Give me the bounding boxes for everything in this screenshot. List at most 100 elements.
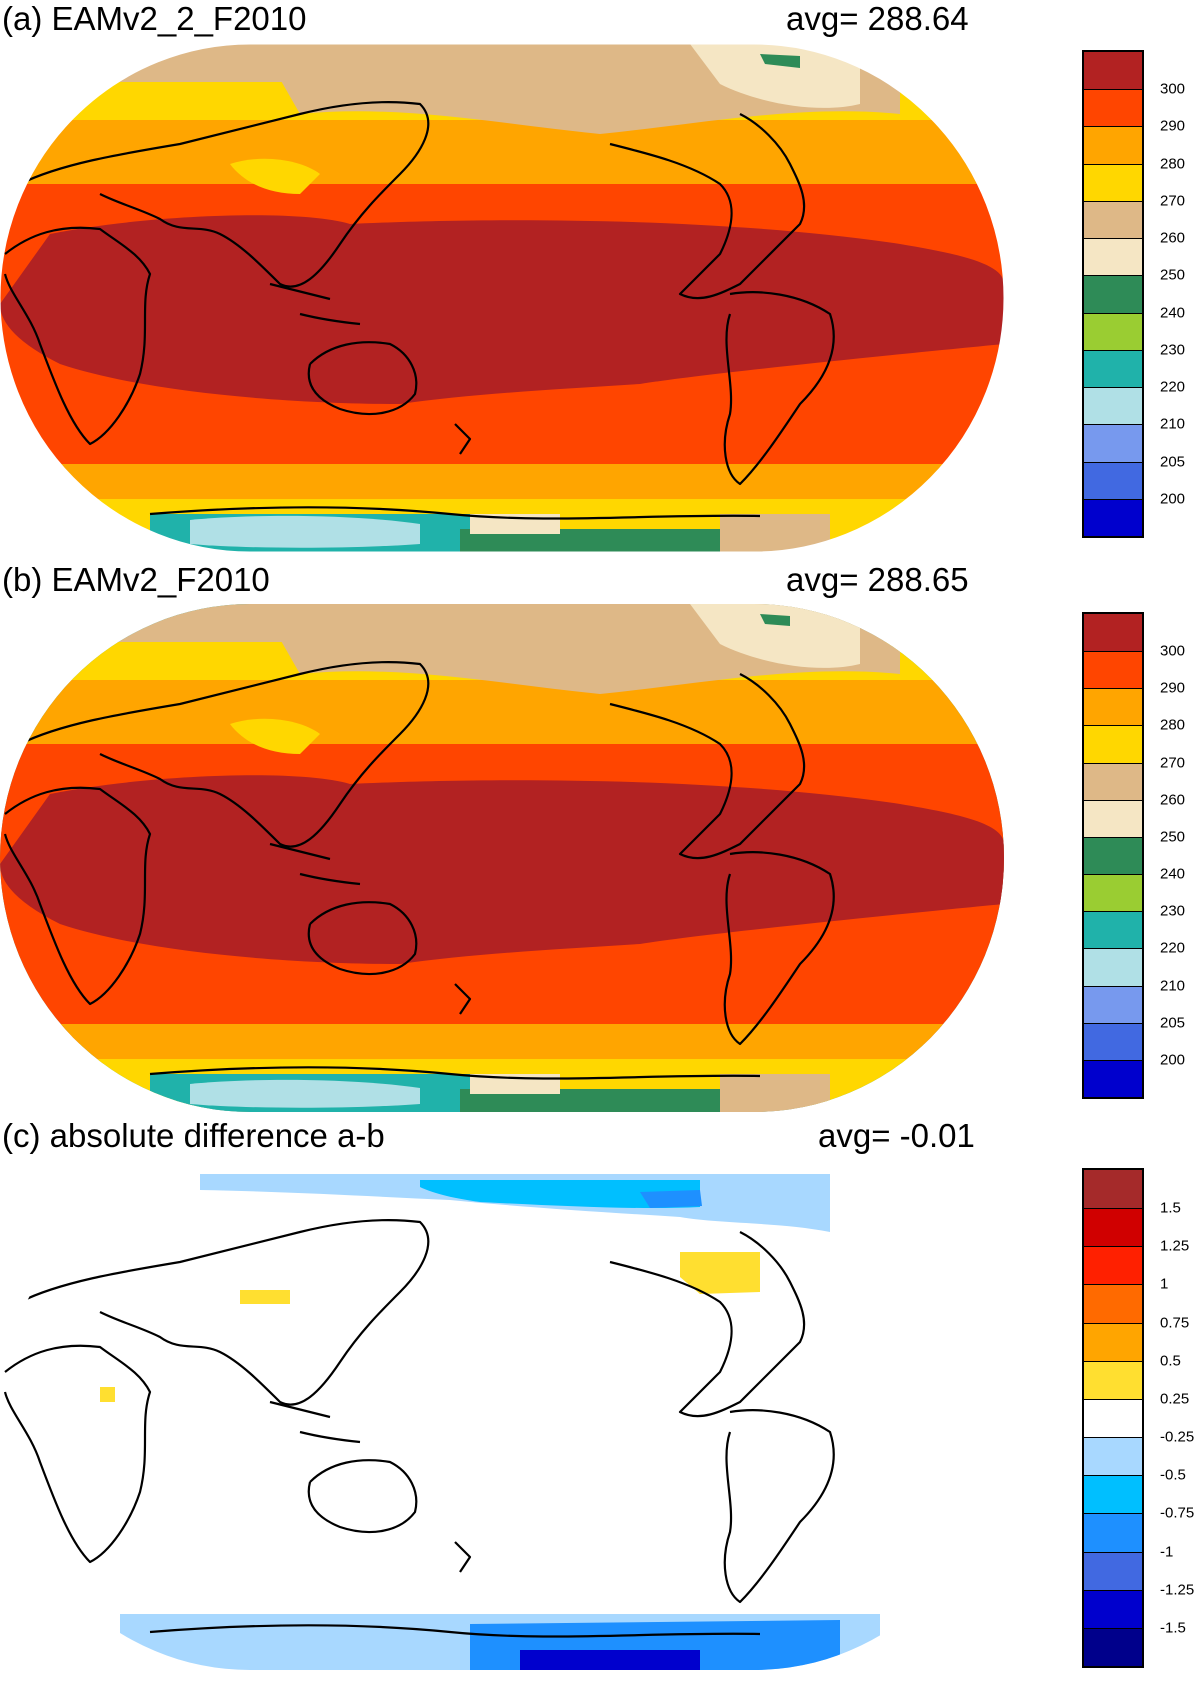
colorbar-box [1084, 1589, 1142, 1628]
coast-newzealand [454, 423, 472, 455]
panel-b-avg: avg= 288.65 [786, 561, 969, 598]
colorbar-label: 200 [1160, 490, 1186, 508]
colorbar-box [1084, 1513, 1142, 1552]
colorbar-label: 290 [1160, 117, 1186, 135]
colorbar-box [1084, 126, 1142, 164]
colorbar-label: 230 [1160, 902, 1186, 920]
colorbar-box [1084, 1475, 1142, 1514]
colorbar-label: -0.25 [1160, 1428, 1194, 1446]
colorbar-b [1082, 612, 1144, 1099]
colorbar-label: 280 [1160, 155, 1186, 173]
colorbar-box [1084, 1022, 1142, 1060]
colorbar-box [1084, 651, 1142, 689]
colorbar-box [1084, 1322, 1142, 1361]
colorbar-box [1084, 89, 1142, 127]
greenland-green [760, 54, 800, 68]
panel-c-title: (c) absolute difference a-b [2, 1117, 385, 1154]
colorbar-label: 0.75 [1160, 1314, 1190, 1332]
colorbar-label: -0.5 [1160, 1466, 1186, 1484]
map-c [0, 1162, 1004, 1670]
colorbar-label: 210 [1160, 415, 1186, 433]
colorbar-label: 210 [1160, 977, 1186, 995]
colorbar-label: 1.25 [1160, 1237, 1190, 1255]
colorbar-label: 205 [1160, 1014, 1186, 1032]
colorbar-box [1084, 911, 1142, 949]
warm-pool [0, 215, 1004, 404]
map-b [0, 604, 1004, 1112]
colorbar-box [1084, 1360, 1142, 1399]
colorbar-box [1084, 1170, 1142, 1209]
coast-south-america [723, 291, 835, 486]
colorbar-label: 1.5 [1160, 1199, 1181, 1217]
panel-b-title: (b) EAMv2_F2010 [2, 561, 270, 598]
colorbar-label: 260 [1160, 229, 1186, 247]
colorbar-label: 240 [1160, 865, 1186, 883]
colorbar-box [1084, 1398, 1142, 1438]
greenland-blue [640, 1190, 702, 1208]
antarctic-green [460, 529, 740, 552]
colorbar-box [1084, 275, 1142, 313]
colorbar-label: 290 [1160, 679, 1186, 697]
colorbar-box [1084, 1551, 1142, 1590]
colorbar-box [1084, 52, 1142, 90]
panel-a-title: (a) EAMv2_2_F2010 [2, 0, 307, 37]
colorbar-label: 0.25 [1160, 1390, 1190, 1408]
panel-c-avg: avg= -0.01 [818, 1117, 975, 1154]
colorbar-box [1084, 1059, 1142, 1097]
na-warm-anomaly [680, 1252, 760, 1294]
colorbar-box [1084, 614, 1142, 652]
colorbar-box [1084, 762, 1142, 800]
coast-africa [3, 226, 152, 446]
colorbar-box [1084, 387, 1142, 425]
colorbar-label: 220 [1160, 378, 1186, 396]
tibet-yellow [230, 158, 320, 194]
colorbar-label: -1 [1160, 1543, 1174, 1561]
coast-indonesia [269, 282, 361, 326]
colorbar-box [1084, 163, 1142, 201]
colorbar-box [1084, 349, 1142, 388]
band-280-south [0, 464, 1004, 504]
colorbar-box [1084, 1208, 1142, 1247]
colorbar-label: 230 [1160, 341, 1186, 359]
colorbar-label: 300 [1160, 80, 1186, 98]
colorbar-label: -0.75 [1160, 1504, 1194, 1522]
colorbar-label: 270 [1160, 192, 1186, 210]
colorbar-label: 250 [1160, 828, 1186, 846]
colorbar-label: 250 [1160, 266, 1186, 284]
greenland-cream [690, 44, 860, 108]
colorbar-label: 200 [1160, 1051, 1186, 1069]
colorbar-label: 270 [1160, 754, 1186, 772]
colorbar-box [1084, 461, 1142, 499]
colorbar-box [1084, 836, 1142, 875]
colorbar-label: 220 [1160, 939, 1186, 957]
colorbar-label: 300 [1160, 642, 1186, 660]
antarctic-tan-east [720, 514, 830, 552]
map-a [0, 44, 1005, 553]
colorbar-label: -1.25 [1160, 1581, 1194, 1599]
africa-warm-anomaly [100, 1387, 115, 1402]
antarctic-deep-anomaly [520, 1650, 700, 1670]
colorbar-box [1084, 725, 1142, 763]
colorbar-label: 240 [1160, 304, 1186, 322]
colorbar-label: 205 [1160, 453, 1186, 471]
colorbar-box [1084, 1246, 1142, 1285]
colorbar-box [1084, 424, 1142, 462]
colorbar-label: 0.5 [1160, 1352, 1181, 1370]
colorbar-box [1084, 688, 1142, 726]
arctic-strong-anomaly [420, 1180, 700, 1209]
coast-antarctica [149, 506, 761, 520]
colorbar-box [1084, 799, 1142, 837]
colorbar-label: 260 [1160, 791, 1186, 809]
colorbar-box [1084, 312, 1142, 350]
colorbar-label: 280 [1160, 716, 1186, 734]
coast-north-america [609, 113, 806, 300]
colorbar-label: 1 [1160, 1275, 1169, 1293]
colorbar-box [1084, 1627, 1142, 1666]
coast-australia [307, 341, 418, 416]
asia-warm-anomaly [240, 1290, 290, 1304]
colorbar-box [1084, 874, 1142, 912]
panel-a-avg: avg= 288.64 [786, 0, 969, 37]
antarctic-pale [190, 515, 420, 548]
band-280-north [0, 120, 1004, 190]
colorbar-c [1082, 1168, 1144, 1668]
